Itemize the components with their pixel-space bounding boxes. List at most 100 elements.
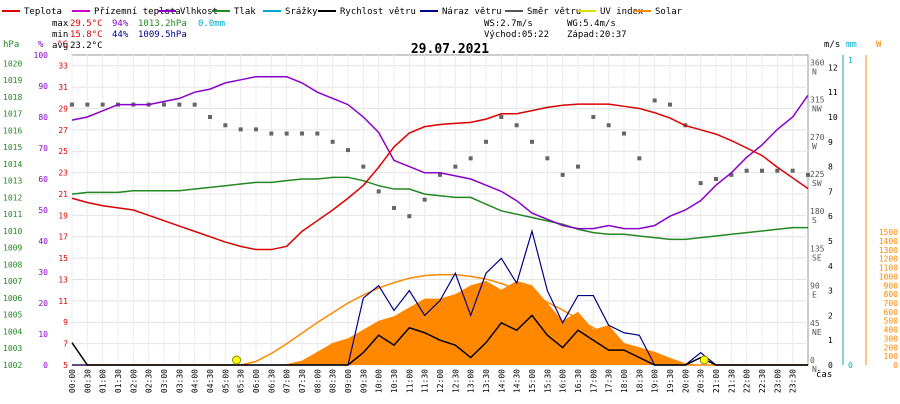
dir-tick-deg: 315 — [810, 96, 825, 105]
wind-direction-point — [790, 168, 795, 173]
x-tick: 13:00 — [467, 369, 476, 393]
wind-direction-point — [468, 156, 473, 161]
ms-tick: 9 — [828, 138, 833, 147]
hpa-tick: 1010 — [3, 227, 22, 236]
wind-direction-point — [637, 156, 642, 161]
x-tick: 01:30 — [114, 369, 123, 393]
wind-direction-point — [775, 168, 780, 173]
dir-tick-deg: 0 — [810, 356, 815, 365]
x-tick: 20:00 — [681, 369, 690, 393]
hpa-tick: 1012 — [3, 193, 22, 202]
stats-max-press: 1013.2hPa — [138, 19, 187, 29]
pct-tick: 70 — [38, 144, 48, 153]
dir-tick-deg: 360 — [810, 58, 825, 67]
x-tick: 08:30 — [329, 369, 338, 393]
hpa-tick: 1017 — [3, 110, 22, 119]
dir-tick-deg: 45 — [810, 319, 820, 328]
ms-tick: 3 — [828, 287, 833, 296]
x-tick: 22:00 — [743, 369, 752, 393]
c-tick: 25 — [58, 147, 68, 156]
legend-label: Tlak — [234, 7, 256, 17]
x-tick: 23:00 — [773, 369, 782, 393]
x-tick: 07:30 — [298, 369, 307, 393]
wind-direction-point — [438, 172, 442, 177]
left-axes: 1020101910181017101610151014101310121011… — [3, 51, 68, 370]
w-tick: 1500 — [879, 228, 898, 237]
stats-max-hum: 94% — [112, 19, 129, 29]
x-tick: 19:00 — [651, 369, 660, 393]
stats-max-rain: 0.0mm — [198, 19, 225, 29]
dir-tick-card: S — [812, 216, 817, 225]
stats-max-temp: 29.5°C — [70, 19, 103, 29]
x-tick: 07:00 — [283, 369, 292, 393]
x-tick: 02:00 — [129, 369, 138, 393]
x-tick: 17:30 — [605, 369, 614, 393]
w-tick: 1100 — [879, 264, 898, 273]
x-tick: 05:00 — [221, 369, 230, 393]
c-tick: 31 — [58, 83, 68, 92]
dir-tick-deg: 135 — [810, 244, 825, 253]
c-tick: 19 — [58, 211, 68, 220]
dir-tick-deg: 270 — [810, 133, 825, 142]
x-tick: 16:00 — [559, 369, 568, 393]
wind-direction-point — [453, 164, 458, 169]
x-tick: 21:00 — [712, 369, 721, 393]
mm-tick: 0 — [848, 361, 853, 370]
stats-avg-label: avg — [52, 41, 68, 51]
axis-units: hPa % °C m/s mm W čas — [3, 40, 882, 380]
c-tick: 11 — [58, 297, 68, 306]
pct-tick: 100 — [34, 51, 49, 60]
dir-tick-card: NE — [812, 328, 822, 337]
w-tick: 800 — [884, 290, 899, 299]
legend-label: Teplota — [24, 7, 62, 17]
w-tick: 900 — [884, 281, 899, 290]
legend-label: Náraz větru — [442, 7, 502, 17]
w-tick: 0 — [893, 361, 898, 370]
legend-label: Solar — [655, 7, 683, 17]
x-tick: 00:00 — [68, 369, 77, 393]
wind-direction-point — [254, 127, 258, 132]
x-tick: 18:00 — [620, 369, 629, 393]
w-unit: W — [876, 40, 882, 50]
stats-avg-temp: 23.2°C — [70, 41, 103, 51]
w-tick: 1400 — [879, 237, 898, 246]
x-tick: 15:00 — [528, 369, 537, 393]
wind-direction-point — [300, 131, 304, 136]
pct-tick: 40 — [38, 237, 48, 246]
x-tick: 04:00 — [191, 369, 200, 393]
x-tick: 11:30 — [421, 369, 430, 393]
wind-direction-point — [668, 102, 672, 107]
x-tick: 23:30 — [789, 369, 798, 393]
x-tick: 09:00 — [344, 369, 353, 393]
plot-area — [70, 75, 810, 366]
ms-tick: 10 — [828, 113, 838, 122]
c-tick: 33 — [58, 62, 68, 71]
pct-tick: 50 — [38, 206, 48, 215]
legend-label: Směr větru — [527, 7, 581, 17]
w-tick: 100 — [884, 352, 899, 361]
pct-tick: 10 — [38, 330, 48, 339]
wind-direction-point — [744, 168, 749, 173]
wind-direction-point — [70, 102, 74, 107]
stats-block: max 29.5°C 94% 1013.2hPa 0.0mm min 15.8°… — [52, 19, 225, 51]
stats-max-label: max — [52, 19, 69, 29]
sun-marker — [232, 355, 242, 365]
c-tick: 7 — [63, 340, 68, 349]
x-tick: 08:00 — [313, 369, 322, 393]
c-tick: 9 — [63, 318, 68, 327]
wind-direction-point — [806, 172, 810, 177]
ms-tick: 12 — [828, 63, 838, 72]
x-tick: 02:30 — [145, 369, 154, 393]
ms-tick: 2 — [828, 311, 833, 320]
ms-tick: 11 — [828, 88, 838, 97]
wind-direction-point — [376, 189, 381, 194]
wind-speed-avg: WS:2.7m/s — [484, 19, 533, 29]
x-tick: 10:30 — [390, 369, 399, 393]
wind-direction-point — [177, 102, 182, 107]
x-tick: 12:30 — [451, 369, 460, 393]
wind-direction-point — [392, 205, 396, 210]
x-tick: 19:30 — [666, 369, 675, 393]
w-tick: 600 — [884, 308, 899, 317]
stats-min-hum: 44% — [112, 30, 129, 40]
